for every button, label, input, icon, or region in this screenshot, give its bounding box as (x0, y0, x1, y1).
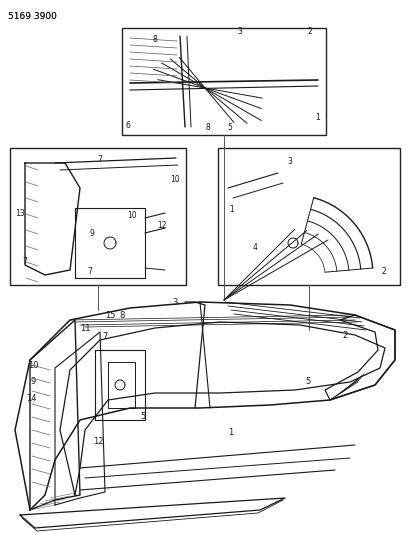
Text: 15: 15 (105, 311, 115, 320)
Text: 8: 8 (206, 124, 211, 133)
Text: 9: 9 (90, 229, 94, 238)
Text: 11: 11 (80, 325, 91, 333)
Text: 12: 12 (93, 437, 103, 446)
Text: 1: 1 (230, 206, 234, 214)
Text: 1: 1 (228, 429, 233, 437)
Text: 3: 3 (173, 298, 178, 307)
Text: 4: 4 (253, 244, 257, 253)
Text: 7: 7 (88, 268, 93, 277)
Text: 6: 6 (126, 120, 131, 130)
Bar (10, 148, 186, 285)
Text: 9: 9 (31, 377, 36, 385)
Text: 10: 10 (28, 361, 39, 369)
Text: 5169 3900: 5169 3900 (8, 12, 57, 21)
Text: 2: 2 (308, 28, 313, 36)
Text: 14: 14 (27, 394, 37, 403)
Text: 8: 8 (120, 311, 125, 320)
Text: 8: 8 (153, 36, 157, 44)
Text: 3: 3 (288, 157, 293, 166)
Text: 5: 5 (228, 124, 233, 133)
Text: 2: 2 (381, 268, 386, 277)
Bar (122, 28, 326, 135)
Text: 1: 1 (316, 114, 320, 123)
Text: 5169 3900: 5169 3900 (8, 12, 57, 21)
Text: 12: 12 (157, 221, 167, 230)
Text: 13: 13 (15, 208, 25, 217)
Text: 10: 10 (170, 175, 180, 184)
Text: 2: 2 (342, 332, 347, 340)
Text: 10: 10 (127, 211, 137, 220)
Text: 5: 5 (306, 377, 310, 385)
Text: 7: 7 (22, 257, 27, 266)
Text: 7: 7 (98, 156, 102, 165)
Bar (218, 148, 400, 285)
Text: 3: 3 (237, 28, 242, 36)
Text: 5: 5 (140, 413, 145, 421)
Text: 7: 7 (102, 333, 108, 341)
